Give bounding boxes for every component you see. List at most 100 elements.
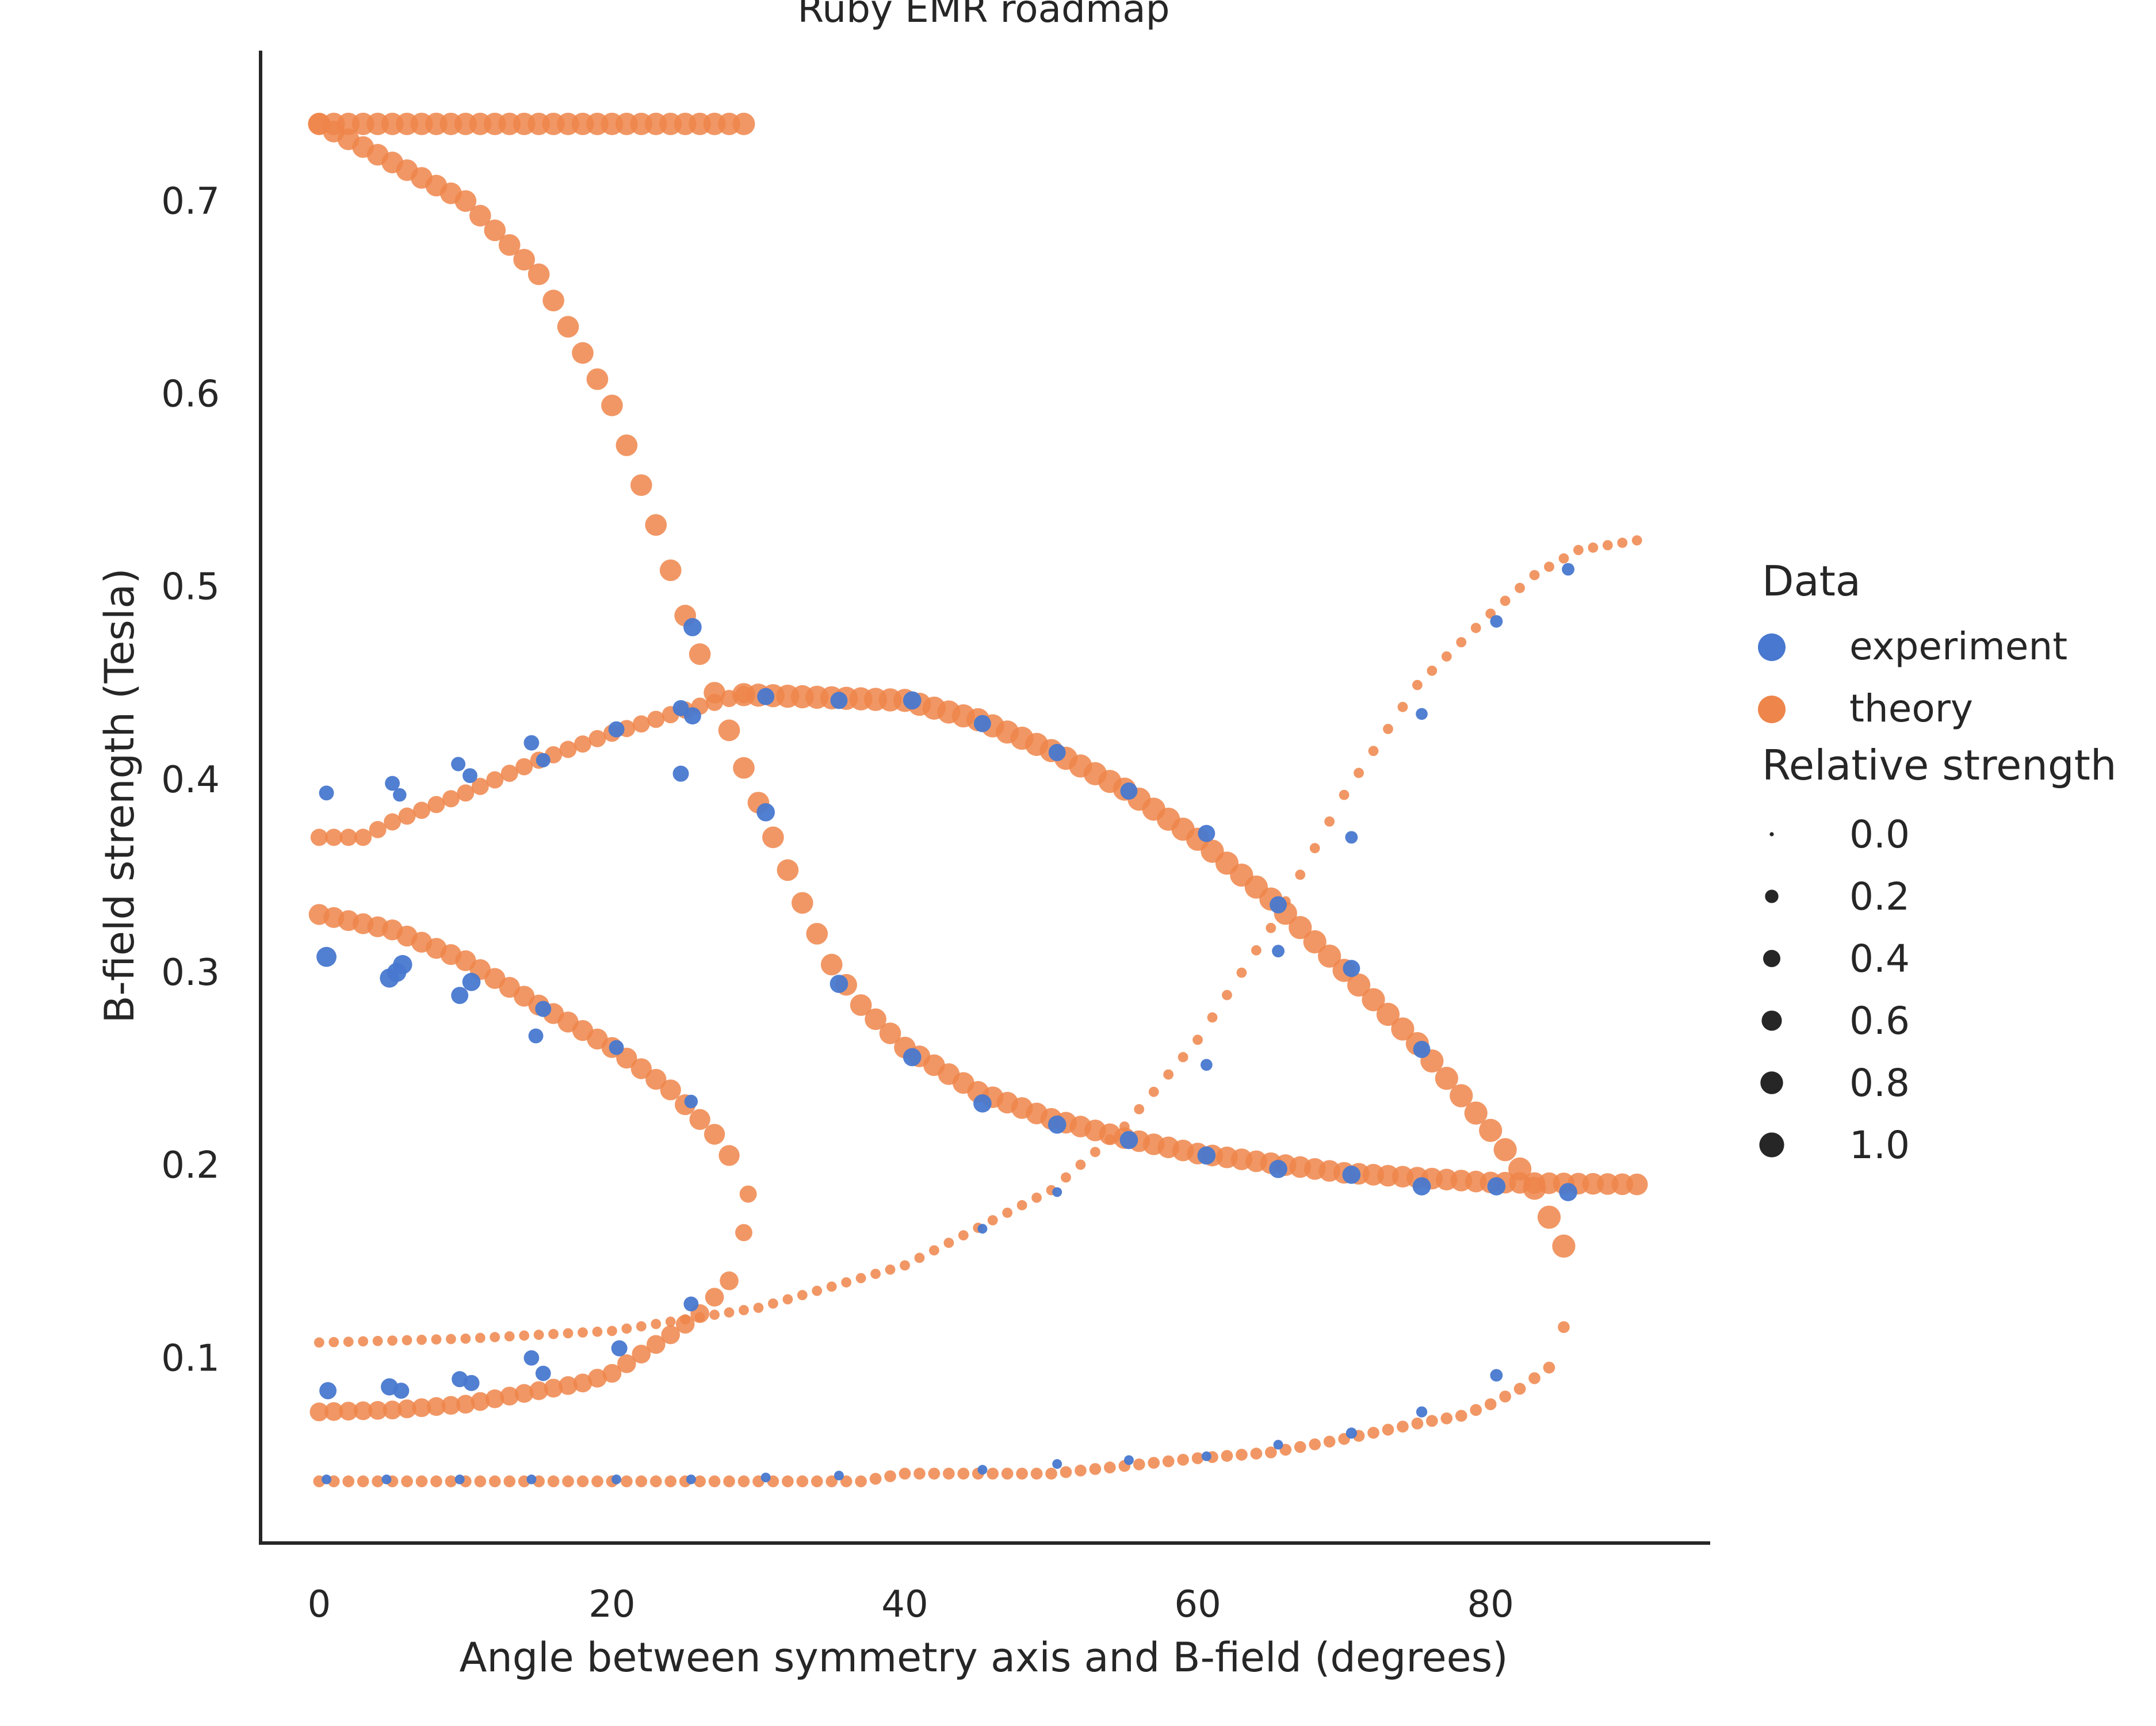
theory-point (1318, 944, 1341, 968)
x-tick-label: 60 (1174, 1583, 1221, 1626)
theory-point (1602, 540, 1613, 551)
experiment-point (316, 946, 337, 967)
theory-point (850, 994, 872, 1016)
theory-point (1030, 1468, 1043, 1480)
theory-point (588, 1369, 607, 1388)
theory-point (1265, 1446, 1277, 1458)
theory-point (500, 1387, 519, 1406)
theory-point (1323, 1435, 1336, 1448)
theory-point (504, 1331, 515, 1342)
x-tick-label: 20 (588, 1583, 635, 1626)
y-tick-labels: 0.1 0.2 0.3 0.4 0.5 0.6 0.7 (161, 180, 220, 1380)
experiment-point (319, 785, 334, 801)
theory-point (1075, 1159, 1086, 1170)
theory-point (1558, 1321, 1570, 1333)
theory-point (1484, 1398, 1497, 1411)
y-tick-label: 0.6 (161, 373, 220, 416)
legend-size-marker (1759, 1132, 1784, 1158)
y-tick-label: 0.2 (161, 1144, 220, 1187)
theory-point (485, 1389, 504, 1408)
experiment-point (1490, 1369, 1503, 1382)
legend-size-marker (1761, 1010, 1782, 1031)
experiment-point (608, 721, 625, 738)
theory-point (1309, 1438, 1321, 1450)
theory-point (689, 1109, 710, 1130)
theory-point (1251, 945, 1262, 956)
theory-point (372, 1335, 383, 1346)
theory-point (705, 1288, 724, 1307)
theory-point (412, 1398, 431, 1418)
experiment-point (535, 1365, 551, 1381)
theory-point (1515, 583, 1525, 593)
theory-point (708, 1475, 721, 1488)
theory-point (1588, 542, 1599, 553)
theory-point (1427, 665, 1438, 676)
theory-point (430, 1475, 442, 1488)
x-tick-label: 0 (307, 1583, 331, 1626)
y-axis-label: B-field strength (Tesla) (96, 568, 143, 1023)
experiment-point (973, 715, 991, 732)
theory-point (1016, 1468, 1028, 1480)
theory-point (636, 1321, 647, 1332)
y-tick-label: 0.1 (161, 1337, 220, 1380)
theory-point (454, 190, 477, 212)
theory-point (1339, 789, 1350, 800)
theory-point (782, 1294, 793, 1305)
theory-point (1162, 1455, 1175, 1468)
theory-point (1552, 1234, 1576, 1258)
theory-point (664, 1475, 677, 1488)
theory-point (475, 1332, 486, 1343)
theory-point (1464, 1101, 1488, 1125)
theory-point (387, 1335, 397, 1346)
theory-point (573, 1373, 592, 1393)
theory-point (753, 1303, 764, 1313)
theory-point (514, 1384, 534, 1403)
theory-point (1479, 1118, 1503, 1142)
theory-point (586, 368, 609, 390)
theory-point (1031, 1192, 1042, 1203)
legend-size-marker (1769, 832, 1774, 837)
theory-point (515, 758, 533, 776)
theory-point (704, 1124, 725, 1145)
legend-hue-title: Data (1762, 557, 1861, 605)
theory-point (578, 1327, 588, 1338)
theory-point (1016, 1200, 1027, 1211)
experiment-point (1052, 1459, 1062, 1469)
theory-point (735, 686, 752, 704)
theory-point (1133, 1458, 1145, 1471)
theory-point (820, 953, 843, 976)
legend-size-label: 0.2 (1849, 875, 1910, 919)
experiment-point (451, 987, 469, 1005)
theory-point (724, 1307, 735, 1318)
experiment-point (1342, 1166, 1361, 1184)
theory-point (645, 1068, 667, 1090)
theory-point (1104, 1461, 1116, 1473)
experiment-point (834, 1471, 844, 1481)
theory-point (607, 1326, 617, 1336)
theory-point (855, 1475, 867, 1488)
experiment-point (977, 1465, 988, 1475)
theory-point (1397, 1420, 1409, 1433)
theory-point (1450, 1084, 1473, 1108)
theory-point (1192, 1034, 1203, 1045)
theory-point (733, 757, 755, 779)
theory-point (339, 828, 357, 846)
theory-point (899, 1468, 911, 1480)
theory-point (1222, 990, 1232, 1001)
theory-point (416, 1334, 427, 1345)
theory-point (812, 1285, 823, 1296)
theory-point (357, 1475, 369, 1488)
theory-point (1177, 1453, 1189, 1466)
legend-size-label: 0.4 (1849, 937, 1910, 981)
experiment-point (1559, 1183, 1577, 1201)
y-tick-label: 0.7 (161, 180, 220, 223)
theory-point (630, 1058, 652, 1079)
theory-point (929, 1245, 939, 1256)
experiment-point (1416, 708, 1428, 720)
experiment-point (829, 975, 848, 993)
theory-point (542, 289, 564, 312)
legend-size-title: Relative strength (1762, 741, 2117, 789)
theory-point (324, 1402, 343, 1421)
experiment-point (451, 757, 466, 772)
theory-point (1412, 679, 1423, 690)
